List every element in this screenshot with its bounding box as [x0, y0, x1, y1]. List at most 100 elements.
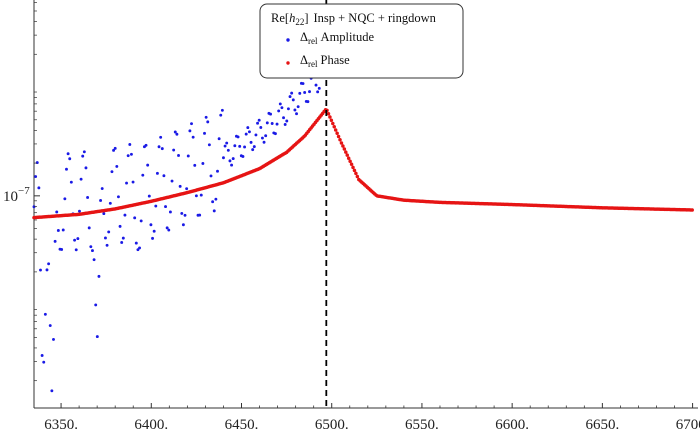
amplitude-point	[303, 91, 307, 94]
amplitude-point	[201, 161, 205, 165]
amplitude-point	[115, 164, 119, 168]
amplitude-point	[317, 86, 321, 90]
amplitude-point	[175, 132, 179, 136]
phase-point	[342, 147, 347, 151]
amplitude-point	[53, 239, 57, 243]
legend-marker-phase	[286, 61, 290, 65]
amplitude-point	[251, 148, 255, 152]
amplitude-point	[180, 211, 184, 215]
amplitude-point	[181, 223, 185, 227]
amplitude-point	[82, 150, 86, 154]
phase-point	[351, 165, 355, 170]
amplitude-point	[231, 157, 235, 161]
amplitude-point	[152, 229, 156, 233]
phase-point	[333, 128, 338, 132]
amplitude-point	[314, 83, 318, 87]
amplitude-point	[126, 154, 130, 158]
amplitude-point	[34, 175, 38, 178]
amplitude-point	[112, 148, 116, 152]
phase-point	[328, 115, 332, 119]
amplitude-point	[316, 90, 320, 94]
amplitude-point	[222, 156, 225, 160]
amplitude-point	[63, 197, 67, 201]
amplitude-point	[190, 122, 193, 126]
amplitude-point	[214, 197, 218, 201]
amplitude-point	[102, 212, 106, 216]
amplitude-point	[69, 180, 73, 184]
amplitude-point	[212, 209, 216, 213]
amplitude-point	[191, 135, 195, 139]
amplitude-point	[113, 146, 117, 150]
amplitude-point	[116, 195, 120, 199]
amplitude-point	[100, 187, 104, 190]
x-tick-label: 6600.	[495, 417, 529, 433]
amplitude-point	[131, 180, 135, 184]
amplitude-point	[211, 200, 215, 204]
amplitude-point	[141, 173, 145, 177]
amplitude-point	[238, 144, 242, 148]
legend-marker-amplitude	[286, 38, 290, 42]
phase-point	[346, 156, 351, 160]
phase-point	[335, 131, 339, 136]
amplitude-point	[66, 152, 70, 156]
phase-point	[355, 174, 360, 179]
legend: Re[h22] Insp + NQC + ringdown Δrel Amplitu…	[259, 3, 464, 79]
amplitude-point	[288, 95, 292, 99]
x-tick-label: 6500.	[315, 417, 349, 433]
amplitude-point	[81, 154, 85, 158]
amplitude-point	[285, 119, 289, 123]
x-tick-label: 6400.	[134, 417, 168, 433]
amplitude-point	[257, 118, 261, 122]
phase-point	[690, 208, 694, 212]
amplitude-point	[173, 130, 177, 134]
legend-label-amplitude: Δrel Amplitude	[300, 30, 374, 46]
amplitude-point	[186, 154, 190, 158]
y-tick-label: 10−7	[3, 185, 30, 205]
amplitude-point	[228, 159, 232, 163]
amplitude-point	[298, 91, 302, 95]
amplitude-point	[226, 148, 230, 152]
amplitude-point	[91, 249, 94, 253]
amplitude-point	[39, 268, 42, 272]
amplitude-point	[37, 186, 41, 190]
amplitude-point	[74, 248, 78, 252]
x-tick-label: 6550.	[405, 417, 439, 433]
amplitude-point	[165, 226, 169, 230]
amplitude-point	[167, 228, 171, 232]
amplitude-point	[291, 98, 295, 102]
phase-point	[331, 121, 335, 126]
x-tick-label: 6350.	[44, 417, 78, 433]
amplitude-point	[125, 181, 129, 185]
amplitude-point	[78, 209, 81, 213]
amplitude-point	[223, 144, 227, 148]
amplitude-point	[45, 268, 49, 272]
series-layer	[32, 5, 694, 393]
phase-point	[352, 168, 357, 173]
amplitude-point	[277, 109, 281, 113]
amplitude-point	[290, 91, 294, 95]
amplitude-point	[217, 137, 221, 141]
amplitude-point	[185, 187, 189, 191]
amplitude-point	[236, 135, 240, 139]
amplitude-point	[209, 174, 213, 178]
amplitude-point	[243, 145, 247, 149]
amplitude-point	[204, 115, 208, 119]
phase-point	[349, 162, 354, 167]
amplitude-point	[188, 129, 192, 133]
amplitude-point	[123, 213, 127, 217]
amplitude-point	[160, 147, 164, 151]
amplitude-point	[219, 113, 223, 117]
amplitude-point	[193, 163, 197, 167]
amplitude-point	[159, 135, 163, 139]
amplitude-point	[260, 136, 264, 140]
amplitude-point	[199, 193, 203, 197]
amplitude-point	[139, 219, 143, 223]
amplitude-point	[61, 228, 65, 232]
amplitude-point	[293, 108, 297, 112]
phase-point	[345, 153, 349, 157]
amplitude-point	[118, 224, 122, 228]
amplitude-point	[146, 163, 150, 167]
amplitude-point	[306, 100, 310, 104]
amplitude-point	[129, 152, 133, 156]
